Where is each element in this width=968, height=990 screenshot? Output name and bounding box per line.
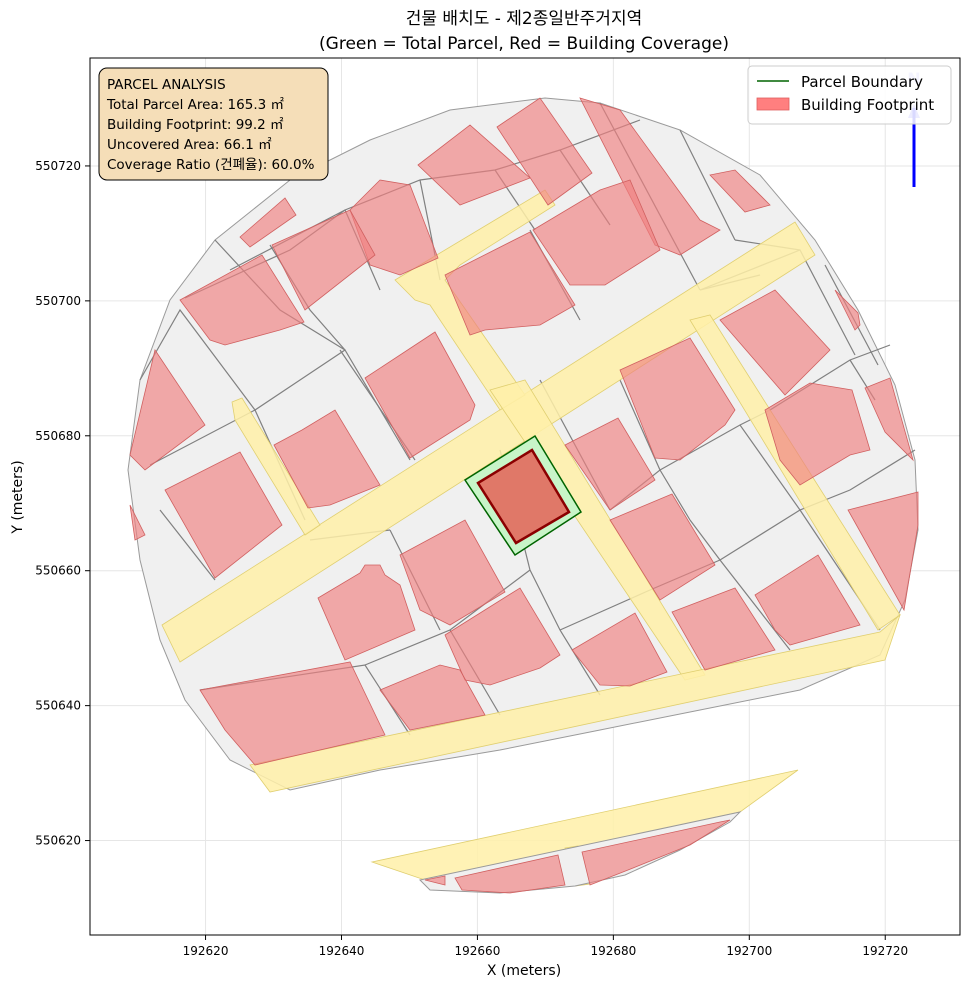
legend: Parcel Boundary Building Footprint [747,65,952,125]
info-footprint: Building Footprint: 99.2 ㎡ [107,117,284,133]
x-tick-label: 192680 [590,944,636,958]
y-tick-label: 550720 [35,159,81,173]
y-tick-label: 550640 [35,699,81,713]
x-axis-label: X (meters) [487,963,561,979]
info-coverage-ratio: Coverage Ratio (건폐율): 60.0% [107,157,315,173]
axes-frame [89,57,961,936]
target-building-footprint[interactable] [476,448,571,545]
x-tick-label: 192720 [862,944,908,958]
info-uncovered: Uncovered Area: 66.1 ㎡ [107,137,272,153]
x-tick-label: 192660 [455,944,501,958]
chart-title-line2: (Green = Total Parcel, Red = Building Co… [319,34,729,54]
road-south-band [249,613,901,793]
y-axis-label: Y (meters) [10,460,26,534]
y-axis-ticks: 550620 550640 550660 550680 550700 550720 [35,159,90,848]
parcel-analysis-box: PARCEL ANALYSIS Total Parcel Area: 165.3… [98,67,329,181]
y-tick-label: 550660 [35,564,81,578]
y-tick-label: 550620 [35,834,81,848]
chart-title-line1: 건물 배치도 - 제2종일반주거지역 [406,9,642,29]
legend-building-swatch [756,97,790,111]
y-tick-label: 550680 [35,429,81,443]
map-layer [127,97,919,894]
legend-parcel-label: Parcel Boundary [801,73,923,91]
y-tick-label: 550700 [35,294,81,308]
x-tick-label: 192640 [319,944,365,958]
road-main-diagonal [161,221,816,663]
legend-building-label: Building Footprint [801,96,934,114]
info-total-area: Total Parcel Area: 165.3 ㎡ [106,97,284,113]
x-tick-label: 192700 [726,944,772,958]
info-heading: PARCEL ANALYSIS [107,77,226,93]
neighbor-buildings [129,97,919,894]
road-west-short [231,397,321,536]
x-axis-ticks: 192620 192640 192660 192680 192700 192720 [183,935,908,958]
x-tick-label: 192620 [183,944,229,958]
